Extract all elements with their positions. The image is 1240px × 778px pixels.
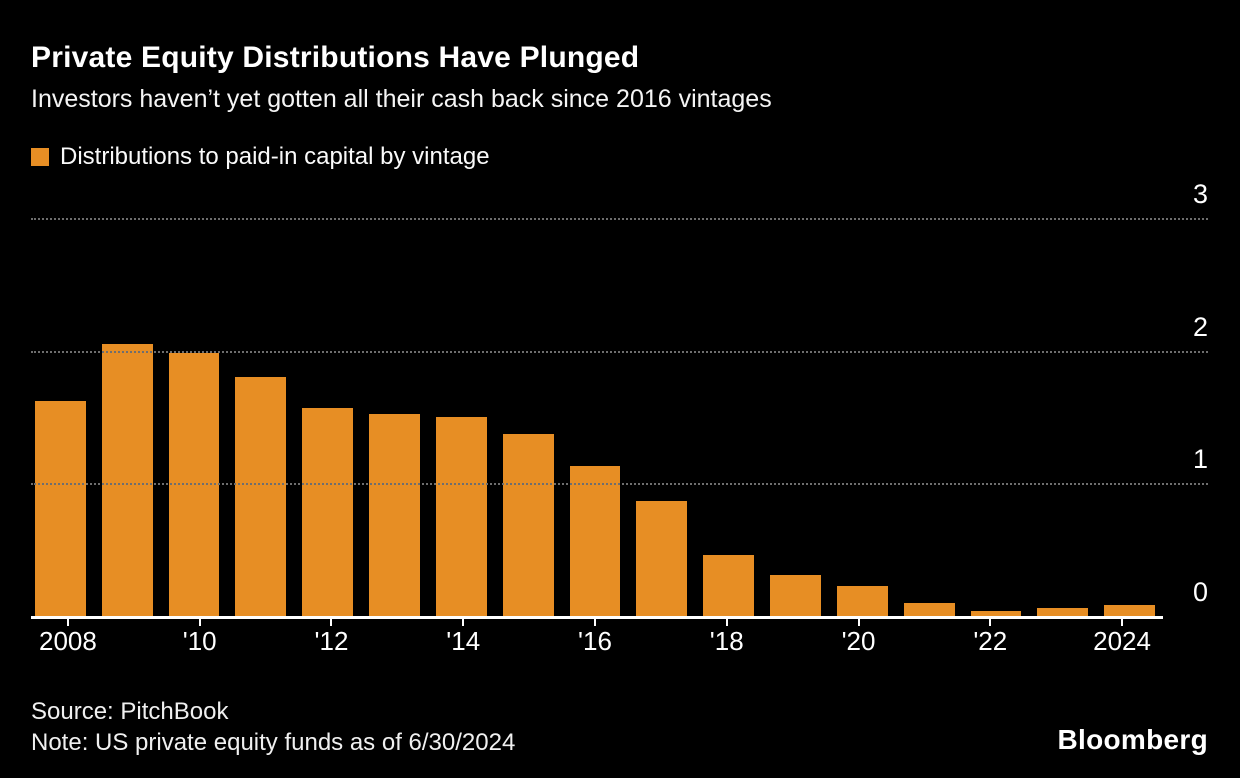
bar-2011 bbox=[235, 377, 287, 616]
x-axis-label-20: '20 bbox=[841, 626, 876, 656]
plot-area: 0 1 2 3 bbox=[31, 181, 1208, 619]
gridline-y-1 bbox=[31, 483, 1208, 486]
gridline-y-2 bbox=[31, 350, 1208, 353]
bar-2018 bbox=[703, 554, 755, 616]
x-axis-label-2008: 2008 bbox=[39, 626, 97, 656]
x-axis-tick-18 bbox=[725, 619, 728, 626]
bar-2008 bbox=[35, 401, 86, 616]
x-axis-label-18: '18 bbox=[709, 626, 744, 656]
bar-2014 bbox=[435, 417, 487, 616]
bars-group bbox=[35, 218, 1156, 616]
bar-2013 bbox=[369, 414, 420, 616]
x-axis-tick-16 bbox=[594, 619, 596, 626]
y-axis-label-1: 1 bbox=[1192, 444, 1208, 475]
footer-text: Source: PitchBook Note: US private equit… bbox=[31, 696, 515, 758]
x-axis-labels: 2008 '10 '12 '14 '16 '18 '20 '22 2024 bbox=[35, 625, 1155, 665]
bar-2016 bbox=[569, 466, 621, 616]
legend-swatch-icon bbox=[31, 148, 49, 166]
x-axis-label-14: '14 bbox=[446, 626, 481, 656]
x-axis-label-2024: 2024 bbox=[1093, 626, 1151, 656]
x-axis-tick-20 bbox=[857, 619, 860, 626]
note-line: Note: US private equity funds as of 6/30… bbox=[31, 729, 516, 756]
x-axis-tick-2008 bbox=[66, 619, 69, 626]
legend-label: Distributions to paid-in capital by vint… bbox=[60, 143, 490, 170]
y-axis-label-2: 2 bbox=[1192, 311, 1208, 342]
x-axis-tick-14 bbox=[462, 619, 465, 626]
x-axis-line bbox=[31, 616, 1163, 619]
bloomberg-logo: Bloomberg bbox=[1057, 724, 1208, 755]
x-axis-label-16: '16 bbox=[578, 626, 612, 656]
bar-2012 bbox=[302, 407, 354, 616]
bar-2020 bbox=[836, 585, 888, 616]
chart-title: Private Equity Distributions Have Plunge… bbox=[31, 41, 640, 74]
source-line: Source: PitchBook bbox=[31, 698, 229, 725]
x-axis-tick-12 bbox=[330, 619, 333, 626]
footer: Source: PitchBook Note: US private equit… bbox=[31, 696, 1208, 758]
bar-chart: 0 1 2 3 2008 '10 '12 '14 '16 '18 '20 '22 2024 bbox=[31, 181, 1208, 666]
bar-2023 bbox=[1037, 608, 1089, 616]
bar-2009 bbox=[101, 344, 153, 616]
bar-2021 bbox=[903, 602, 955, 616]
bar-2024 bbox=[1104, 605, 1156, 616]
bar-2015 bbox=[502, 434, 554, 616]
x-axis-tick-22 bbox=[989, 619, 992, 626]
x-axis-ticks bbox=[35, 619, 1155, 627]
bar-2017 bbox=[636, 500, 688, 616]
x-axis-label-10: '10 bbox=[182, 626, 217, 656]
x-axis-tick-2024 bbox=[1121, 619, 1124, 626]
x-axis-label-12: '12 bbox=[314, 626, 349, 656]
legend: Distributions to paid-in capital by vint… bbox=[31, 142, 1208, 172]
chart-subtitle: Investors haven’t yet gotten all their c… bbox=[31, 85, 772, 113]
x-axis-tick-10 bbox=[198, 619, 201, 626]
y-axis-label-3: 3 bbox=[1192, 179, 1208, 209]
bar-2022 bbox=[970, 610, 1022, 616]
bar-2019 bbox=[770, 574, 821, 616]
x-axis-label-22: '22 bbox=[973, 626, 1008, 656]
y-axis-label-0: 0 bbox=[1192, 577, 1208, 607]
gridline-y-3 bbox=[31, 218, 1208, 220]
